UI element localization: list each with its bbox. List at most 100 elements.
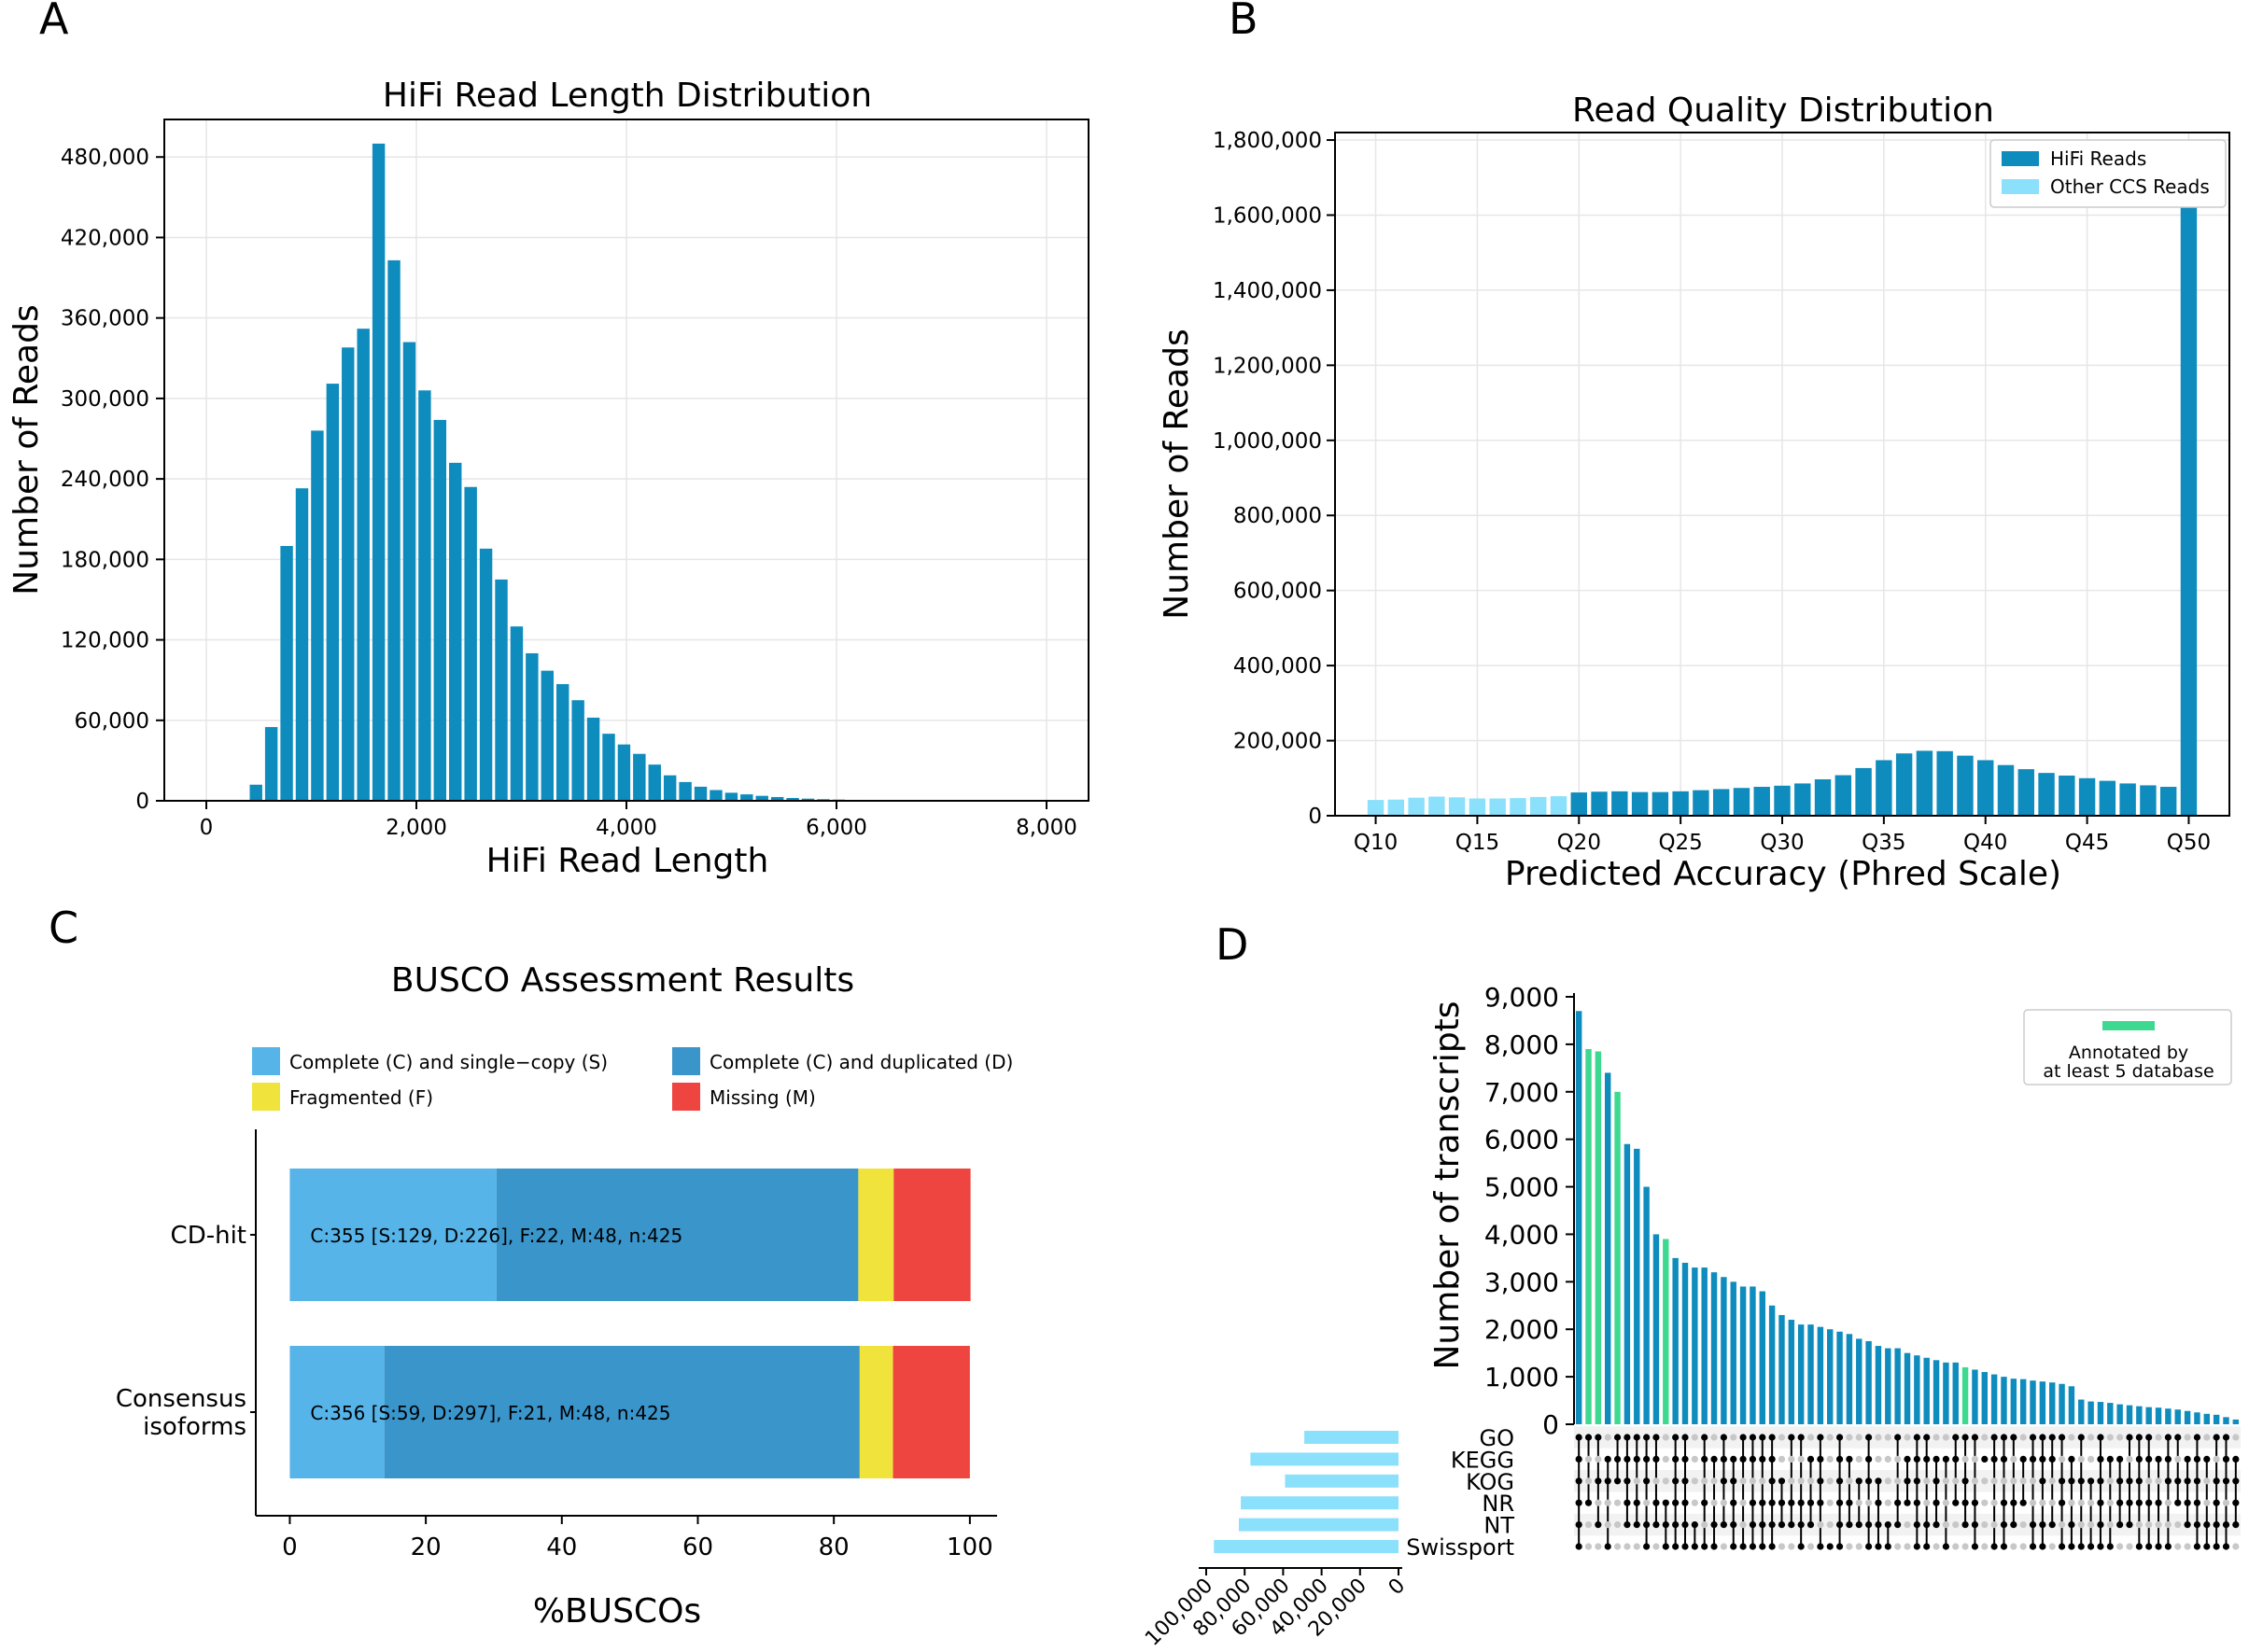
chart-d-matrix-dot-filled xyxy=(1933,1521,1939,1528)
chart-d-matrix-dot-filled xyxy=(1750,1456,1756,1463)
chart-d-intersection-bar xyxy=(1982,1372,1988,1424)
chart-d-matrix-dot-filled xyxy=(2145,1543,2152,1549)
chart-d-matrix-dot-filled xyxy=(1981,1456,1988,1463)
chart-d-matrix-dot-filled xyxy=(1972,1521,1978,1528)
chart-d-matrix-dot-empty xyxy=(1614,1543,1621,1549)
chart-b-bar-hifi xyxy=(1977,760,1993,816)
chart-d-matrix-dot-filled xyxy=(1991,1456,1998,1463)
chart-d-matrix-dot-filled xyxy=(1943,1543,1949,1549)
chart-a-bar xyxy=(265,727,277,801)
chart-d-matrix-dot-filled xyxy=(2039,1521,2045,1528)
chart-a-bar xyxy=(649,764,661,801)
chart-a-ytick-label: 360,000 xyxy=(61,307,149,331)
chart-b-bar-hifi xyxy=(1957,756,1973,816)
chart-d-matrix-dot-filled xyxy=(2039,1456,2045,1463)
chart-d-matrix-dot-filled xyxy=(1759,1543,1765,1549)
chart-d-matrix-dot-empty xyxy=(1739,1500,1746,1506)
chart-d-matrix-dot-empty xyxy=(1585,1521,1592,1528)
chart-d-matrix-dot-filled xyxy=(1865,1434,1872,1440)
chart-b-bar-hifi xyxy=(1774,786,1790,816)
chart-d-matrix-dot-empty xyxy=(1943,1500,1949,1506)
chart-d-matrix-dot-filled xyxy=(2203,1521,2210,1528)
chart-d-matrix-dot-filled xyxy=(1739,1434,1746,1440)
chart-d-matrix-dot-filled xyxy=(2020,1456,2027,1463)
chart-d-matrix-dot-empty xyxy=(1827,1434,1834,1440)
chart-d-matrix-dot-filled xyxy=(1614,1477,1621,1484)
chart-d-matrix-dot-filled xyxy=(1585,1500,1592,1506)
chart-b-bar-hifi xyxy=(1693,791,1708,816)
chart-d-matrix-dot-filled xyxy=(1769,1477,1776,1484)
chart-d-set-size-bar xyxy=(1304,1431,1399,1444)
chart-d-intersection-bar xyxy=(1865,1341,1871,1424)
chart-d-matrix-dot-empty xyxy=(1710,1477,1717,1484)
chart-d-set-size-bar xyxy=(1285,1475,1399,1488)
chart-d-matrix-dot-empty xyxy=(2068,1434,2074,1440)
chart-d-matrix-dot-filled xyxy=(2232,1477,2239,1484)
chart-d-matrix-dot-empty xyxy=(2126,1456,2132,1463)
chart-d-matrix-dot-empty xyxy=(1827,1477,1834,1484)
chart-d-matrix-dot-filled xyxy=(1961,1521,1968,1528)
chart-b-bar-other xyxy=(1449,797,1465,816)
chart-d-matrix-dot-filled xyxy=(2223,1521,2229,1528)
chart-d-matrix-dot-empty xyxy=(1585,1456,1592,1463)
chart-d-matrix-dot-empty xyxy=(2039,1500,2045,1506)
chart-d-matrix-dot-filled xyxy=(1605,1543,1611,1549)
chart-d-matrix-dot-empty xyxy=(1614,1500,1621,1506)
chart-b-xtick-label: Q40 xyxy=(1963,831,2007,855)
chart-d-intersection-bar xyxy=(2165,1408,2171,1424)
chart-b-bar-hifi xyxy=(2181,170,2197,816)
chart-d-matrix-dot-empty xyxy=(1981,1521,1988,1528)
chart-d-intersection-bar xyxy=(1847,1334,1852,1424)
chart-d-matrix-dot-empty xyxy=(1894,1456,1901,1463)
chart-d-ytick-label: 5,000 xyxy=(1484,1172,1559,1203)
chart-d-matrix-dot-empty xyxy=(2010,1543,2017,1549)
chart-b-bar-other xyxy=(1530,797,1546,816)
chart-d-matrix-dot-filled xyxy=(1865,1543,1872,1549)
chart-d-matrix-dot-filled xyxy=(1595,1477,1601,1484)
chart-d-matrix-dot-filled xyxy=(1701,1434,1708,1440)
chart-b-bar-hifi xyxy=(1998,765,2014,816)
chart-a-bar xyxy=(357,329,369,801)
chart-d-matrix-dot-filled xyxy=(2116,1477,2123,1484)
chart-d-matrix-dot-filled xyxy=(1585,1434,1592,1440)
chart-d-matrix-dot-filled xyxy=(1972,1500,1978,1506)
chart-d-intersection-bar xyxy=(2059,1384,2064,1424)
chart-d-matrix-dot-filled xyxy=(1681,1477,1688,1484)
chart-c-xtick-label: 20 xyxy=(411,1533,442,1561)
chart-d-matrix-dot-filled xyxy=(2136,1477,2143,1484)
chart-d-matrix-dot-empty xyxy=(1663,1477,1669,1484)
chart-d-matrix-dot-filled xyxy=(2136,1500,2143,1506)
chart-d-matrix-dot-empty xyxy=(1827,1500,1834,1506)
chart-c-legend-swatch xyxy=(672,1047,700,1075)
chart-b-bar-hifi xyxy=(1611,791,1627,816)
chart-d-matrix-dot-filled xyxy=(1807,1500,1814,1506)
chart-d-matrix-dot-filled xyxy=(1672,1456,1679,1463)
chart-d-matrix-dot-empty xyxy=(1981,1543,1988,1549)
chart-d-matrix-dot-empty xyxy=(1846,1477,1852,1484)
chart-d-intersection-bar xyxy=(2087,1402,2093,1424)
chart-d-matrix-dot-empty xyxy=(1904,1434,1910,1440)
chart-d-matrix-dot-filled xyxy=(1914,1543,1920,1549)
chart-a-bar xyxy=(372,144,385,801)
chart-a-bar xyxy=(679,782,691,801)
chart-c-bar-segment xyxy=(893,1346,970,1478)
chart-a-ytick-label: 120,000 xyxy=(61,629,149,653)
chart-d-matrix-dot-empty xyxy=(2174,1543,2181,1549)
chart-d-matrix-dot-filled xyxy=(1836,1500,1843,1506)
chart-d-intersection-bar xyxy=(1962,1367,1968,1424)
chart-d-matrix-dot-empty xyxy=(1605,1521,1611,1528)
chart-d-matrix-dot-empty xyxy=(2232,1543,2239,1549)
chart-d-matrix-dot-filled xyxy=(2184,1477,2190,1484)
chart-d-matrix-dot-empty xyxy=(1981,1500,1988,1506)
chart-a-bar xyxy=(602,734,614,801)
chart-b-xtick-label: Q45 xyxy=(2065,831,2109,855)
chart-d-matrix-dot-empty xyxy=(2136,1521,2143,1528)
chart-d-intersection-bar xyxy=(1991,1375,1997,1424)
chart-d-matrix-dot-filled xyxy=(1914,1434,1920,1440)
chart-d-matrix-dot-empty xyxy=(2107,1521,2114,1528)
chart-d-matrix-dot-empty xyxy=(1991,1500,1998,1506)
chart-d-ylabel: Number of transcripts xyxy=(1428,1001,1467,1369)
chart-d-matrix-dot-filled xyxy=(1750,1521,1756,1528)
chart-d-matrix-dot-filled xyxy=(2203,1456,2210,1463)
chart-d-intersection-bar xyxy=(1876,1346,1881,1424)
